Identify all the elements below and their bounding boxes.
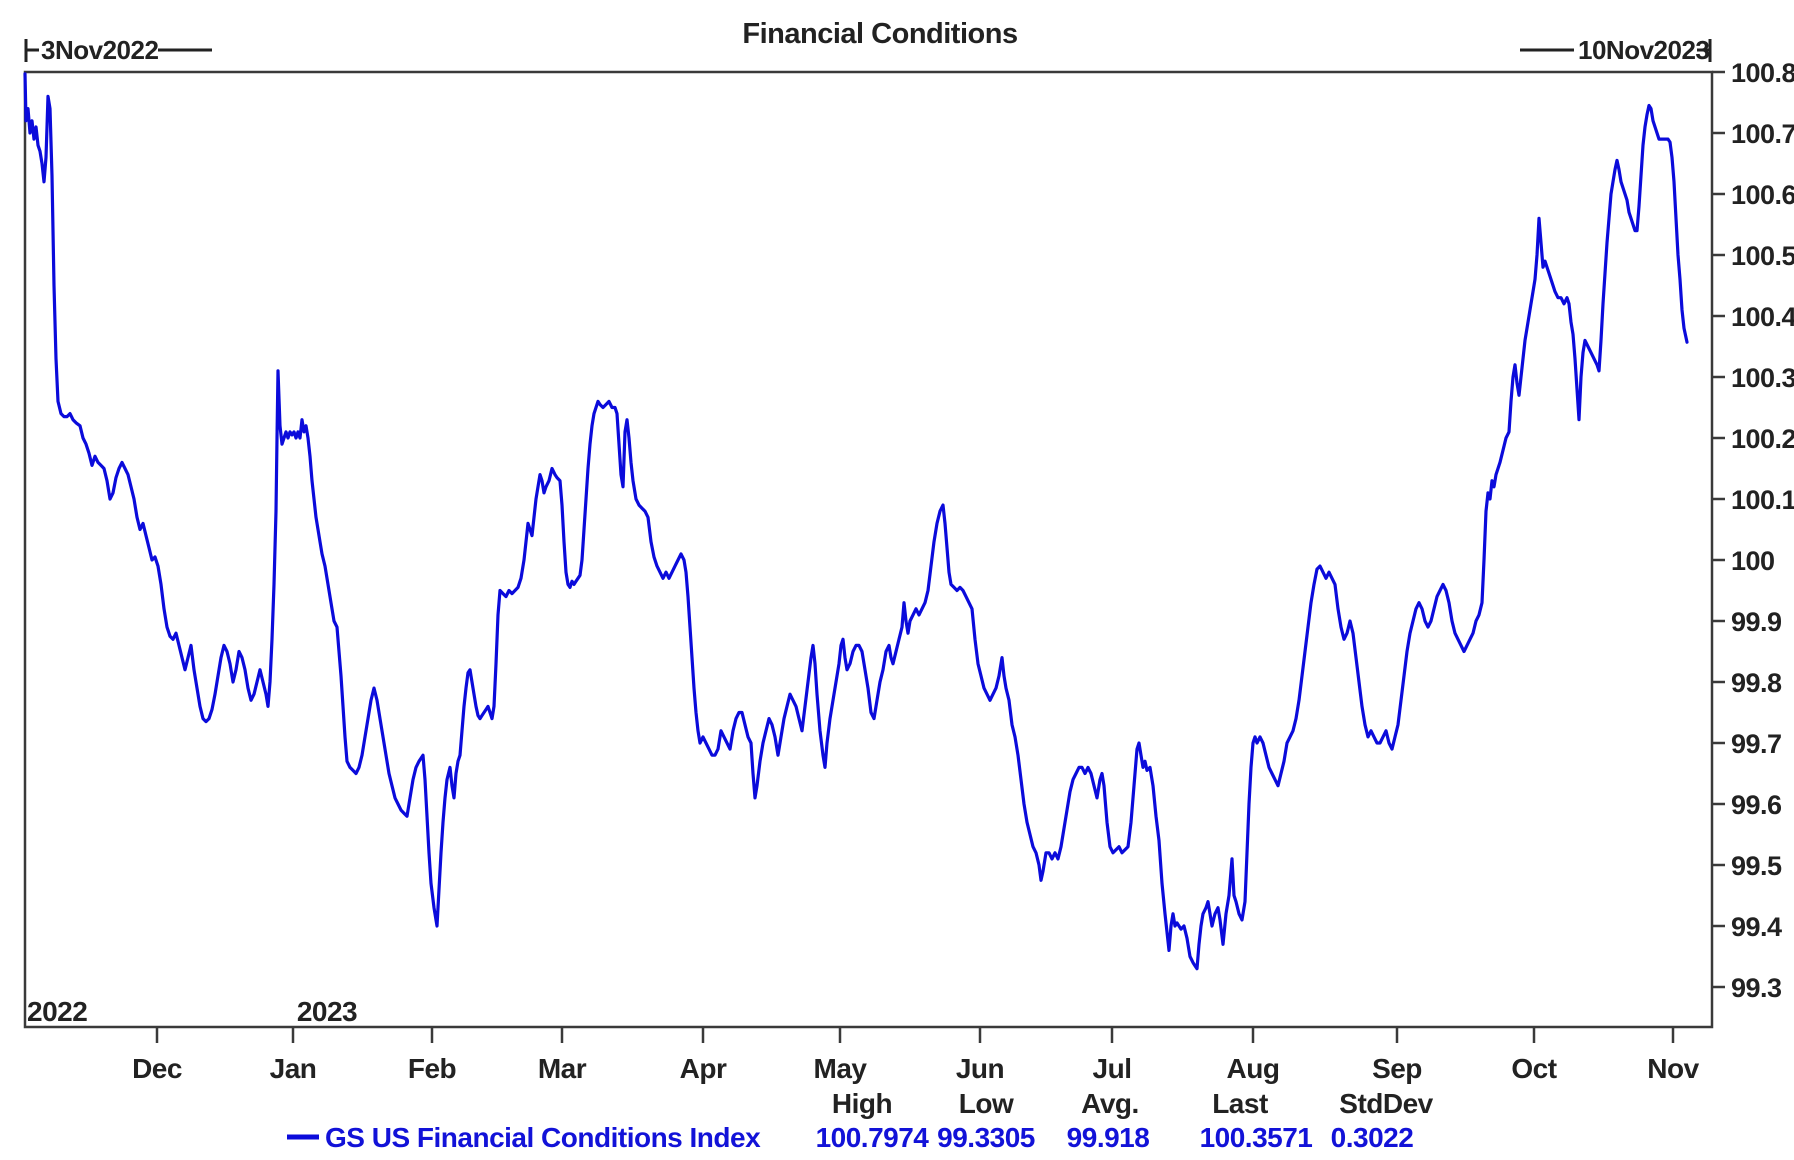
- stat-header-low: Low: [959, 1088, 1014, 1119]
- x-axis-month-label: Jun: [956, 1053, 1004, 1084]
- y-axis-tick-label: 99.7: [1731, 729, 1782, 759]
- stat-header-avg: Avg.: [1081, 1088, 1139, 1119]
- y-axis-tick-label: 99.9: [1731, 607, 1782, 637]
- x-axis-month-label: Dec: [132, 1053, 182, 1084]
- y-axis-tick-label: 99.5: [1731, 851, 1782, 881]
- plot-border: [23, 70, 1714, 1029]
- range-bracket-start: 3Nov2022: [24, 35, 212, 65]
- x-axis-month-label: Oct: [1511, 1053, 1556, 1084]
- x-axis-month-label: Mar: [538, 1053, 587, 1084]
- x-axis-month-label: Apr: [680, 1053, 727, 1084]
- range-bracket-end: 10Nov2023: [1520, 35, 1712, 65]
- x-axis-month-label: Aug: [1227, 1053, 1280, 1084]
- y-axis-tick-label: 99.3: [1731, 973, 1782, 1003]
- y-axis-tick-label: 100.8: [1731, 58, 1794, 88]
- range-start-label: 3Nov2022: [41, 35, 158, 65]
- stat-value-low: 99.3305: [937, 1122, 1035, 1153]
- stats-values: 100.7974 99.3305 99.918 100.3571 0.3022: [816, 1122, 1414, 1153]
- stat-header-high: High: [832, 1088, 892, 1119]
- x-axis-month-label: Jan: [270, 1053, 317, 1084]
- y-axis-tick-label: 100.4: [1731, 302, 1794, 332]
- x-axis-month-label: Feb: [408, 1053, 456, 1084]
- y-axis-tick-label: 99.4: [1731, 912, 1782, 942]
- y-axis-tick-label: 99.6: [1731, 790, 1782, 820]
- stats-headers: High Low Avg. Last StdDev: [832, 1088, 1434, 1119]
- y-axis-tick-label: 100.1: [1731, 485, 1794, 515]
- y-axis-tick-label: 100.3: [1731, 363, 1794, 393]
- x-axis-month-label: May: [814, 1053, 868, 1084]
- chart-title: Financial Conditions: [742, 18, 1017, 50]
- axes-layer: 100.8 100.7 100.6 100.5 100.4 100.3 100.2 100.1…: [23, 58, 1794, 1084]
- y-axis-tick-label: 99.8: [1731, 668, 1782, 698]
- stat-value-high: 100.7974: [816, 1122, 930, 1153]
- legend-series-label: GS US Financial Conditions Index: [325, 1122, 761, 1153]
- y-axis-tick-label: 100.5: [1731, 241, 1794, 271]
- stat-value-last: 100.3571: [1200, 1122, 1313, 1153]
- stat-value-stddev: 0.3022: [1331, 1122, 1414, 1153]
- x-axis-month-label: Nov: [1647, 1053, 1699, 1084]
- year-label-2023: 2023: [297, 996, 357, 1027]
- y-axis-tick-label: 100: [1731, 546, 1775, 576]
- y-axis-tick-label: 100.2: [1731, 424, 1794, 454]
- stat-header-last: Last: [1212, 1088, 1268, 1119]
- index-line-series: [23, 72, 1689, 971]
- legend: GS US Financial Conditions Index: [287, 1122, 762, 1153]
- year-label-2022: 2022: [27, 996, 87, 1027]
- series-layer: [23, 72, 1689, 971]
- y-axis-tick-label: 100.6: [1731, 180, 1794, 210]
- stat-value-avg: 99.918: [1067, 1122, 1150, 1153]
- range-end-label: 10Nov2023: [1578, 35, 1709, 65]
- x-axis-month-label: Sep: [1372, 1053, 1422, 1084]
- x-axis-month-label: Jul: [1093, 1053, 1132, 1084]
- stat-header-stddev: StdDev: [1339, 1088, 1433, 1119]
- y-axis-tick-label: 100.7: [1731, 119, 1794, 149]
